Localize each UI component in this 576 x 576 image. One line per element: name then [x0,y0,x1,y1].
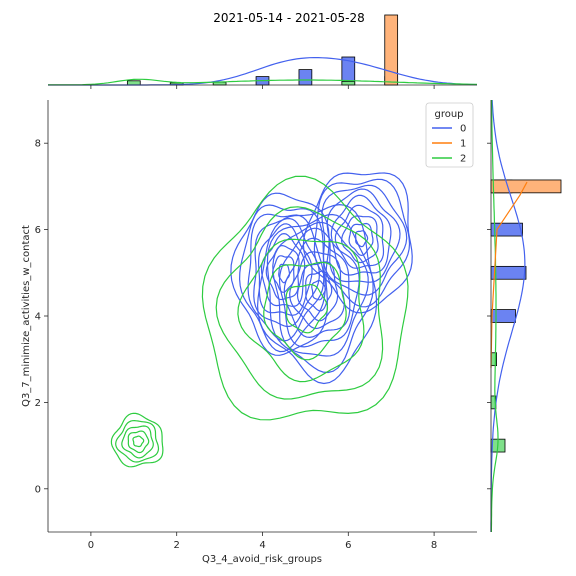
contour-2 [263,261,347,361]
contour-2 [285,283,329,334]
legend-label-0: 0 [460,124,466,135]
legend-frame [425,102,474,168]
x-tick-label: 0 [88,540,94,551]
contour-2 [132,435,145,448]
contour-0 [265,244,300,301]
x-tick-label: 6 [345,540,351,551]
contour-2 [121,425,154,459]
contour-0 [247,213,325,342]
top-marginal-bar-2 [341,81,356,86]
right-density-curve-1 [490,181,528,368]
contour-0 [313,178,411,308]
contour-0 [348,222,374,257]
y-tick-label: 0 [35,484,41,495]
chart-title: 2021-05-14 - 2021-05-28 [213,11,364,25]
y-tick-label: 4 [35,312,41,323]
right-density-curve-0 [490,99,526,532]
contour-0 [289,251,345,330]
x-tick-label: 8 [431,540,437,551]
contour-0 [340,215,379,264]
top-marginal-bar-0 [298,69,313,86]
contour-0 [355,230,369,248]
contour-2 [215,206,384,400]
x-axis-label: Q3_4_avoid_risk_groups [202,554,322,565]
top-density-curve-2 [48,78,477,86]
main-plot: 0 2 4 6 8 0 2 4 6 8 Q3_4_avoid_risk_groups Q3_7_… [21,100,477,565]
contour-0 [253,217,321,328]
contour-2 [237,238,365,383]
top-marginal [48,14,478,89]
legend: group 0 1 2 [425,102,474,168]
right-marginal-bar-0 [490,309,516,323]
contour-2 [127,430,150,454]
right-density-curve-2 [490,100,499,532]
contour-0 [238,204,326,353]
contour-0 [272,221,369,357]
x-tick-label: 2 [174,540,180,551]
legend-title: group [434,109,463,120]
contour-0 [272,255,295,293]
contour-2 [201,175,409,421]
legend-label-1: 1 [460,139,466,150]
contour-0 [258,223,313,316]
contour-0 [230,192,330,356]
legend-label-2: 2 [460,154,466,165]
contour-0 [260,232,306,308]
y-tick-label: 2 [35,398,41,409]
y-tick-label: 8 [35,139,41,150]
top-marginal-bar-1 [384,14,399,86]
contour-0 [334,204,385,269]
contour-0 [321,184,408,296]
y-tick-label: 6 [35,225,41,236]
contour-2 [110,412,164,468]
contour-2 [115,419,160,463]
x-tick-label: 4 [259,540,265,551]
contour-0 [330,194,392,276]
top-marginal-bar-2 [126,80,141,86]
right-marginal-bar-0 [490,222,523,237]
y-axis-label: Q3_7_minimize_activities_w_contact [21,225,32,407]
right-marginal-bar-1 [490,179,562,194]
right-marginal [487,99,562,532]
contour-0 [283,237,351,339]
contour-0 [311,279,327,301]
contour-0 [305,270,333,312]
